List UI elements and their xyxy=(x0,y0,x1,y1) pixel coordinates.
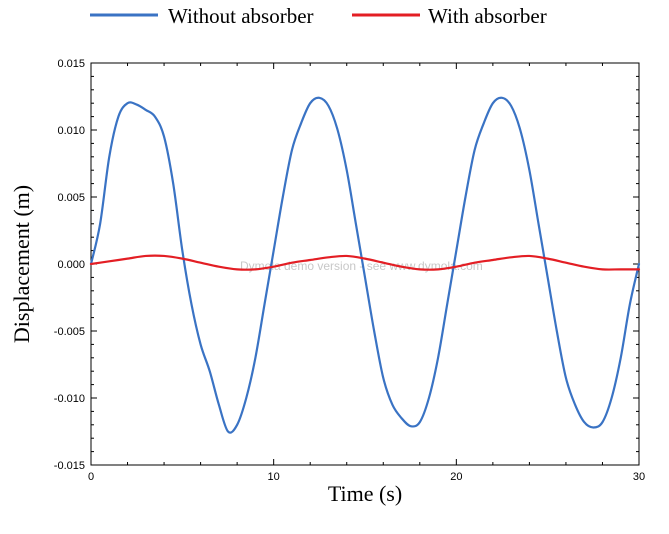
y-tick-label: 0.000 xyxy=(57,259,85,271)
x-tick-label: 20 xyxy=(450,471,462,483)
y-tick-label: -0.005 xyxy=(54,326,85,338)
x-tick-label: 10 xyxy=(268,471,280,483)
series-line-with-absorber xyxy=(89,254,641,271)
y-tick-label: 0.015 xyxy=(57,58,85,70)
y-tick-label: 0.010 xyxy=(57,125,85,137)
x-tick-label: 0 xyxy=(88,471,94,483)
legend: Without absorber With absorber xyxy=(90,4,547,28)
x-axis-title: Time (s) xyxy=(328,481,402,506)
y-tick-label: -0.010 xyxy=(54,393,85,405)
series-layer xyxy=(89,96,641,434)
x-tick-label: 30 xyxy=(633,471,645,483)
legend-label-with-absorber: With absorber xyxy=(428,4,547,28)
y-tick-label: 0.005 xyxy=(57,192,85,204)
y-axis-title: Displacement (m) xyxy=(9,185,34,343)
y-tick-label: -0.015 xyxy=(54,460,85,472)
axis-ticks: 0 10 20 30 0.015 0.010 0.005 0.000 -0.005 -0.010 -… xyxy=(54,58,645,483)
legend-label-without-absorber: Without absorber xyxy=(168,4,314,28)
series-line-without-absorber xyxy=(89,96,641,434)
